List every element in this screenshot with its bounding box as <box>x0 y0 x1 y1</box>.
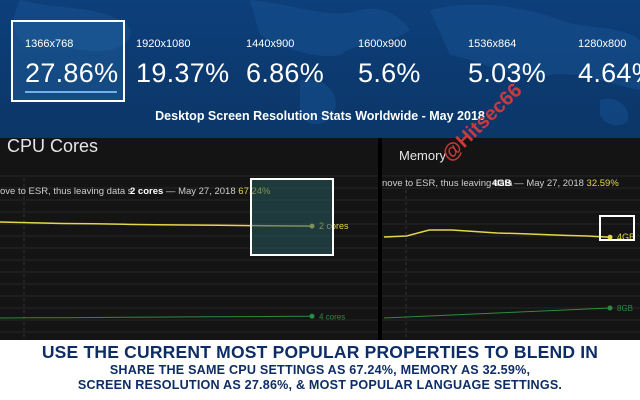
cpu-chart: 2 cores 4 cores <box>0 175 378 340</box>
resolution-value: 19.37% <box>136 58 230 88</box>
memory-tooltip: nove to ESR, thus leaving data <box>382 178 512 189</box>
cpu-tooltip-prefix: ove to ESR, thus leaving data s <box>0 186 133 197</box>
series-label: 8GB <box>617 304 633 313</box>
cpu-tooltip-series: 2 cores <box>130 186 164 197</box>
resolution-item: 1280x800 4.64% <box>578 38 640 89</box>
series-label: 4GB <box>617 232 635 242</box>
caption-banner: USE THE CURRENT MOST POPULAR PROPERTIES … <box>0 340 640 400</box>
resolution-label: 1536x864 <box>468 38 517 50</box>
resolution-stats-panel: 1366x768 27.86% 1920x1080 19.37% 1440x90… <box>0 0 640 138</box>
memory-highlight-box <box>599 215 635 241</box>
series-end-point <box>607 234 613 240</box>
resolution-item: 1366x768 27.86% <box>25 38 118 93</box>
series-label: 4 cores <box>319 312 345 321</box>
resolution-label: 1920x1080 <box>136 38 191 50</box>
resolution-item: 1440x900 6.86% <box>246 38 324 89</box>
memory-panel: Memory 4GB 8GB nove to ESR, thus leaving … <box>382 138 640 340</box>
cpu-panel-title: CPU Cores <box>7 136 99 156</box>
resolution-value: 5.6% <box>358 58 421 88</box>
cpu-tooltip-date: May 27, 2018 <box>178 186 236 197</box>
resolution-value: 6.86% <box>246 58 325 88</box>
world-map-background <box>13 0 640 126</box>
series-end-point <box>607 305 613 311</box>
resolution-label: 1440x900 <box>246 38 295 50</box>
memory-tooltip-date: May 27, 2018 <box>526 178 584 189</box>
memory-chart: 4GB 8GB <box>382 175 640 340</box>
resolution-item: 1536x864 5.03% <box>468 38 546 89</box>
resolution-bar <box>25 91 117 93</box>
series-line-8GB <box>383 307 611 319</box>
resolution-item: 1600x900 5.6% <box>358 38 421 89</box>
memory-tooltip-value: 32.59% <box>586 178 619 189</box>
memory-panel-title: Memory <box>399 148 446 163</box>
series-end-point <box>309 313 315 319</box>
cpu-tooltip-sep: — <box>163 186 179 197</box>
memory-tooltip-prefix: nove to ESR, thus leaving data <box>382 178 513 189</box>
series-label: 2 cores <box>319 221 349 231</box>
memory-tooltip-detail: 4GB — May 27, 2018 32.59% <box>492 178 619 189</box>
resolution-value: 27.86% <box>25 58 119 88</box>
cpu-highlight-box <box>250 178 334 256</box>
cpu-tooltip: ove to ESR, thus leaving data s <box>0 186 133 197</box>
memory-tooltip-sep: — <box>511 178 527 189</box>
memory-tooltip-series: 4GB <box>492 178 512 189</box>
resolution-label: 1280x800 <box>578 38 627 50</box>
resolution-item: 1920x1080 19.37% <box>136 38 229 89</box>
banner-headline: USE THE CURRENT MOST POPULAR PROPERTIES … <box>41 342 599 362</box>
banner-line-2: SHARE THE SAME CPU SETTINGS AS 67.24%, M… <box>109 363 531 377</box>
resolution-value: 4.64% <box>578 58 640 88</box>
resolution-stats-title: Desktop Screen Resolution Stats Worldwid… <box>155 109 485 123</box>
series-line-4GB <box>383 229 611 238</box>
resolution-value: 5.03% <box>468 58 547 88</box>
cpu-cores-panel: CPU Cores 2 cores 4 cores ove to ESR, thu… <box>0 136 378 340</box>
banner-line-3: SCREEN RESOLUTION AS 27.86%, & MOST POPU… <box>77 378 563 392</box>
resolution-label: 1366x768 <box>25 38 74 50</box>
series-line-4-cores <box>0 315 313 319</box>
resolution-highlight-box <box>11 20 125 102</box>
resolution-label: 1600x900 <box>358 38 407 50</box>
